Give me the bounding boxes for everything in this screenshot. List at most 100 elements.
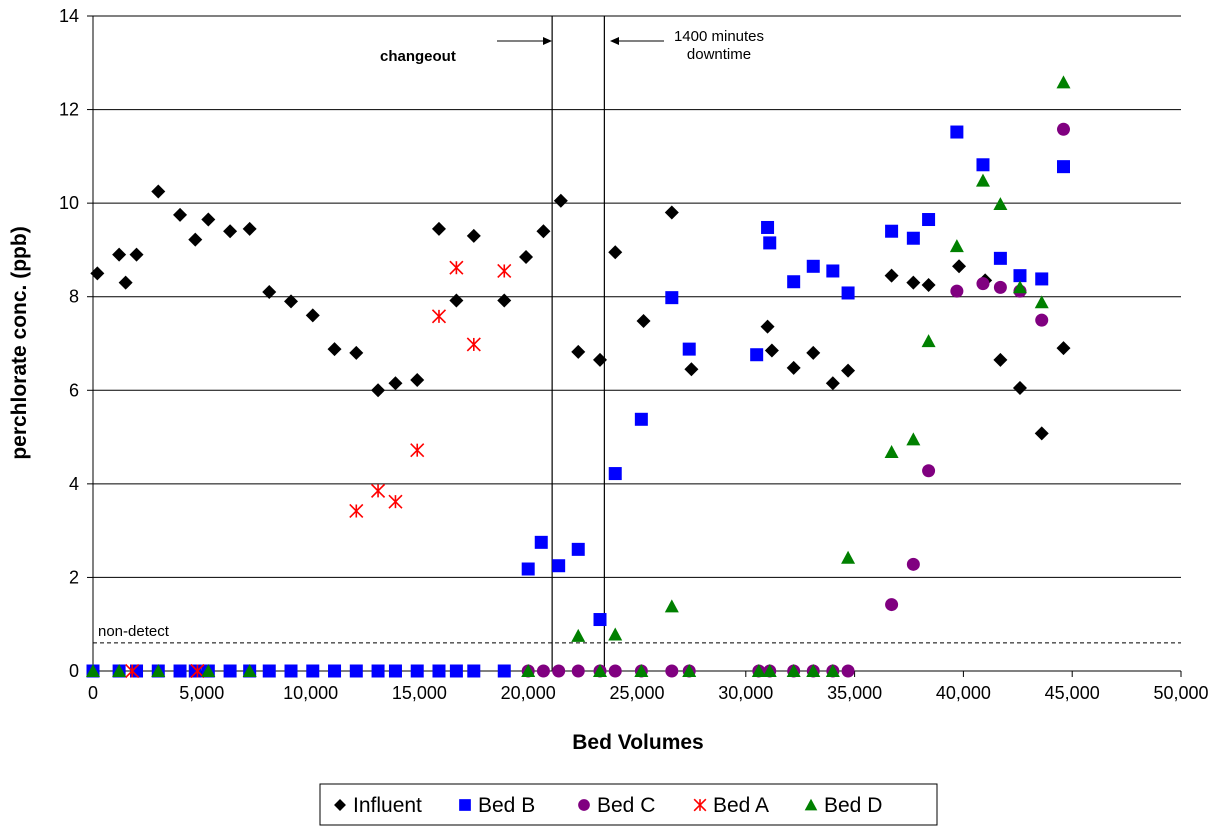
- point-bed-b: [750, 348, 764, 362]
- point-influent: [112, 247, 127, 262]
- point-influent: [806, 345, 821, 360]
- y-axis-title: perchlorate conc. (ppb): [8, 226, 31, 459]
- point-influent: [410, 372, 425, 387]
- point-bed-b: [841, 286, 855, 300]
- point-bed-b: [410, 664, 424, 678]
- point-bed-d: [242, 664, 257, 677]
- point-influent: [664, 205, 679, 220]
- x-tick-label: 15,000: [392, 683, 447, 703]
- x-tick-label: 5,000: [179, 683, 224, 703]
- x-tick-labels: 0 5,000 10,000 15,000 20,000 25,000 30,000 35,0…: [88, 683, 1209, 703]
- point-bed-d: [608, 627, 623, 641]
- point-influent: [388, 376, 403, 391]
- point-influent: [284, 294, 299, 309]
- point-bed-b: [534, 535, 548, 549]
- downtime-arrow: [610, 37, 664, 45]
- point-influent: [593, 352, 608, 367]
- point-bed-b: [922, 213, 936, 227]
- point-influent: [129, 247, 144, 262]
- point-bed-a: [370, 483, 386, 498]
- point-influent: [262, 285, 277, 300]
- point-influent: [151, 184, 166, 199]
- point-bed-c: [841, 664, 855, 678]
- legend-label-bed-c: Bed C: [597, 794, 655, 817]
- point-bed-d: [751, 664, 766, 677]
- x-tick-label: 35,000: [827, 683, 882, 703]
- x-tick-label: 10,000: [283, 683, 338, 703]
- point-bed-b: [173, 664, 187, 678]
- point-bed-a: [410, 443, 425, 458]
- point-bed-b: [306, 664, 320, 678]
- point-bed-d: [682, 664, 697, 677]
- point-influent: [884, 268, 899, 283]
- point-influent: [786, 360, 801, 375]
- point-influent: [305, 308, 320, 323]
- legend-label-bed-d: Bed D: [824, 794, 882, 817]
- x-axis-title: Bed Volumes: [572, 731, 703, 754]
- point-influent: [571, 344, 586, 359]
- point-influent: [466, 228, 481, 243]
- point-bed-c: [536, 664, 550, 678]
- point-bed-b: [787, 275, 801, 289]
- x-tick-label: 25,000: [609, 683, 664, 703]
- y-tick-label: 10: [59, 193, 79, 213]
- point-influent: [449, 293, 464, 308]
- point-influent: [173, 207, 188, 222]
- point-bed-b: [467, 664, 481, 678]
- y-tick-label: 14: [59, 6, 79, 26]
- point-bed-d: [762, 664, 777, 677]
- series-bed-d: [86, 75, 1071, 677]
- y-tick-label: 12: [59, 100, 79, 120]
- point-bed-d: [1012, 280, 1027, 294]
- point-bed-d: [593, 664, 608, 677]
- x-tick-label: 45,000: [1045, 683, 1100, 703]
- point-bed-b: [665, 291, 679, 305]
- point-bed-c: [665, 664, 679, 678]
- point-influent: [764, 343, 779, 358]
- point-bed-d: [993, 197, 1008, 211]
- point-bed-b: [328, 664, 342, 678]
- x-tick-label: 40,000: [936, 683, 991, 703]
- point-bed-c: [885, 598, 899, 612]
- point-influent: [993, 352, 1008, 367]
- point-bed-c: [608, 664, 622, 678]
- point-bed-b: [349, 664, 363, 678]
- point-bed-b: [284, 664, 298, 678]
- point-influent: [825, 376, 840, 391]
- grid-lines: [93, 15, 1181, 578]
- point-influent: [636, 314, 651, 329]
- changeout-label: changeout: [380, 48, 456, 65]
- point-influent: [684, 362, 699, 377]
- point-bed-d: [1056, 75, 1071, 89]
- point-bed-b: [223, 664, 237, 678]
- legend-marker-bed-b: [459, 799, 471, 811]
- point-influent: [188, 232, 203, 247]
- point-bed-d: [634, 664, 649, 677]
- legend-marker-bed-c: [578, 799, 590, 811]
- point-influent: [1034, 426, 1049, 441]
- point-bed-d: [975, 173, 990, 187]
- point-influent: [519, 249, 534, 264]
- point-bed-a: [497, 263, 512, 279]
- point-bed-b: [993, 251, 1007, 265]
- point-bed-b: [371, 664, 385, 678]
- point-bed-d: [86, 664, 100, 677]
- point-influent: [431, 221, 446, 236]
- y-tick-label: 0: [69, 661, 79, 681]
- point-bed-c: [950, 284, 964, 298]
- series-bed-b: [86, 125, 1070, 678]
- point-bed-b: [608, 467, 622, 481]
- legend-marker-bed-a: [693, 798, 707, 812]
- downtime-label-line2: downtime: [687, 46, 751, 63]
- x-tick-label: 50,000: [1153, 683, 1208, 703]
- point-bed-b: [1056, 160, 1070, 174]
- point-bed-a: [431, 309, 447, 324]
- point-bed-d: [806, 664, 821, 677]
- point-influent: [536, 224, 551, 239]
- point-bed-c: [571, 664, 585, 678]
- point-influent: [608, 245, 623, 260]
- point-influent: [201, 212, 216, 227]
- point-bed-c: [552, 664, 566, 678]
- point-influent: [1056, 341, 1071, 356]
- point-bed-b: [593, 613, 607, 627]
